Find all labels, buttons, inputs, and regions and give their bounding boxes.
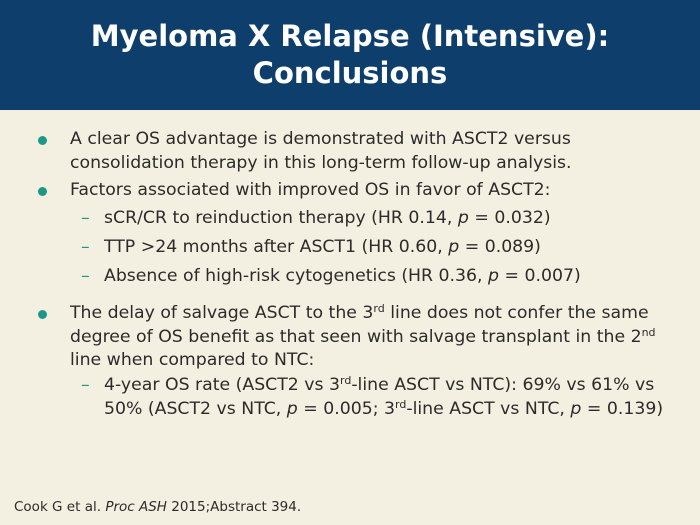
title: Myeloma X Relapse (Intensive): Conclusio… xyxy=(90,19,610,90)
text: rd xyxy=(395,397,407,411)
text: = 0.139) xyxy=(581,398,664,419)
footnote: Cook G et al. Proc ASH 2015;Abstract 394… xyxy=(14,499,301,515)
text: -line ASCT vs NTC): 69% vs 61% vs 50% (A… xyxy=(104,375,655,419)
text: line when compared to NTC: xyxy=(70,350,315,370)
text: sCR/CR to reinduction therapy (HR 0.14, xyxy=(104,208,458,228)
header: Myeloma X Relapse (Intensive): Conclusio… xyxy=(0,0,700,110)
text: rd xyxy=(373,302,385,315)
text: 4-year OS rate (ASCT2 vs 3 xyxy=(104,375,340,395)
text: p xyxy=(286,398,298,419)
text: Cook G et al. xyxy=(14,499,106,515)
text: -line ASCT vs NTC, xyxy=(406,398,571,419)
text: TTP >24 months after ASCT1 (HR 0.60, xyxy=(104,237,449,257)
bullet: The delay of salvage ASCT to the 3rd lin… xyxy=(38,302,670,373)
bullet: A clear OS advantage is demonstrated wit… xyxy=(38,128,670,175)
text: = 0.005; 3 xyxy=(297,398,396,419)
text: = 0.007) xyxy=(499,266,581,286)
text: Factors associated with improved OS in f… xyxy=(70,180,551,200)
text: p xyxy=(570,398,582,419)
text: p xyxy=(488,266,500,286)
bullet: Factors associated with improved OS in f… xyxy=(38,179,670,203)
text: nd xyxy=(641,325,656,339)
sub-bullet: Absence of high-risk cytogenetics (HR 0.… xyxy=(81,265,670,289)
text: The delay of salvage ASCT to the 3 xyxy=(70,303,374,323)
sub-bullet: 4-year OS rate (ASCT2 vs 3rd-line ASCT v… xyxy=(81,374,670,421)
text: Absence of high-risk cytogenetics (HR 0.… xyxy=(104,266,489,286)
text: Proc ASH xyxy=(105,499,167,515)
sub-bullet: TTP >24 months after ASCT1 (HR 0.60, p =… xyxy=(81,236,670,260)
sub-bullet: sCR/CR to reinduction therapy (HR 0.14, … xyxy=(81,207,670,231)
text: 2015;Abstract 394. xyxy=(166,499,302,515)
text: = 0.032) xyxy=(468,208,551,228)
text: p xyxy=(457,208,469,228)
text: line does not confer the same degree of … xyxy=(70,303,649,347)
text: p xyxy=(448,237,460,257)
text: = 0.089) xyxy=(459,237,541,257)
text: rd xyxy=(340,374,352,387)
text: A clear OS advantage is demonstrated wit… xyxy=(70,129,572,173)
